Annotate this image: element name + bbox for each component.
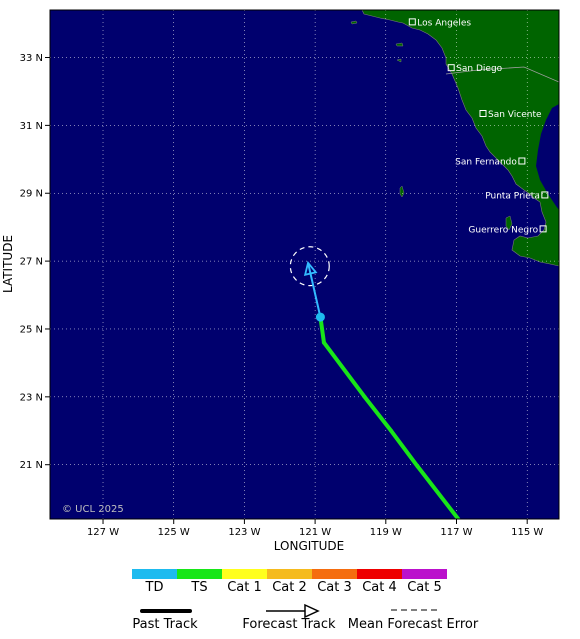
- forecast-arrowhead-icon: [303, 260, 318, 276]
- x-tick-label: 121 W: [299, 527, 331, 538]
- y-tick-label: 25 N: [20, 324, 43, 335]
- legend-swatch: [357, 569, 402, 579]
- storm-track: [289, 246, 461, 519]
- forecast-arrow-icon: [304, 603, 320, 619]
- plot-border: [49, 9, 560, 520]
- x-tick-label: 125 W: [158, 527, 190, 538]
- us-mexico-border: [445, 66, 559, 83]
- city-label: San Fernando: [455, 158, 517, 168]
- x-tick-label: 115 W: [511, 527, 543, 538]
- past-track-segment: [321, 340, 367, 399]
- city-marker-icon: [408, 18, 416, 26]
- y-tick-label: 33 N: [20, 53, 43, 64]
- city-marker-icon: [541, 191, 549, 199]
- copyright-text: © UCL 2025: [62, 504, 124, 515]
- legend-swatch: [267, 569, 312, 579]
- legend-line-types: Past Track Forecast Track Mean Forecast …: [132, 603, 479, 632]
- cities: Los Angeles San Diego San Vicente San Ferna…: [408, 18, 549, 235]
- forecast-error-circle: [289, 246, 330, 287]
- y-tick-label: 21 N: [20, 460, 43, 471]
- y-tick-label: 23 N: [20, 392, 43, 403]
- legend-category-label: Cat 2: [272, 580, 307, 595]
- city-label: Guerrero Negro: [468, 225, 538, 235]
- mean-error-legend-label: Mean Forecast Error: [348, 617, 479, 632]
- legend-category-label: Cat 1: [227, 580, 262, 595]
- x-tick-label: 123 W: [228, 527, 260, 538]
- past-track-segment: [389, 428, 420, 469]
- cedros-island: [505, 215, 513, 231]
- city-marker-icon: [539, 225, 547, 233]
- legend-category-label: TS: [190, 580, 207, 595]
- city-label: Los Angeles: [417, 18, 471, 28]
- legend-swatch: [402, 569, 447, 579]
- legend-category-label: TD: [145, 580, 164, 595]
- legend-category-label: Cat 4: [362, 580, 397, 595]
- y-tick-label: 31 N: [20, 121, 43, 132]
- city-label: Punta Prieta: [485, 191, 540, 201]
- past-track-segment: [415, 464, 461, 519]
- y-tick-label: 29 N: [20, 189, 43, 200]
- legend-swatch: [312, 569, 357, 579]
- city-label: San Vicente: [488, 110, 542, 120]
- city-marker-icon: [479, 109, 487, 117]
- legend-categories: TD TS Cat 1 Cat 2 Cat 3 Cat 4 Cat 5: [132, 569, 447, 595]
- past-track-legend-label: Past Track: [132, 617, 198, 632]
- forecast-track-line: [307, 262, 322, 318]
- x-tick-label: 127 W: [87, 527, 119, 538]
- legend-swatch: [132, 569, 177, 579]
- city-marker-icon: [518, 157, 526, 165]
- past-track-segment: [362, 394, 394, 433]
- current-position-marker: [315, 312, 325, 322]
- city-label: San Diego: [456, 64, 502, 74]
- legend-category-label: Cat 3: [317, 580, 352, 595]
- x-tick-label: 117 W: [440, 527, 472, 538]
- land-mass: [361, 10, 559, 267]
- axis-ticks: 127 W 125 W 123 W 121 W 119 W 117 W 115 W 33 N 3…: [20, 53, 544, 538]
- channel-islands: [350, 20, 404, 63]
- guadalupe-island: [399, 185, 405, 198]
- forecast-track-legend-label: Forecast Track: [242, 617, 336, 632]
- legend-category-label: Cat 5: [407, 580, 442, 595]
- gulf-of-california: [536, 104, 559, 210]
- x-tick-label: 119 W: [370, 527, 402, 538]
- grid-lines: [50, 10, 559, 519]
- legend-swatch: [222, 569, 267, 579]
- x-axis-title: LONGITUDE: [274, 539, 344, 553]
- y-tick-label: 27 N: [20, 257, 43, 268]
- legend-swatch: [177, 569, 222, 579]
- city-marker-icon: [447, 64, 455, 72]
- y-axis-title: LATITUDE: [1, 235, 15, 293]
